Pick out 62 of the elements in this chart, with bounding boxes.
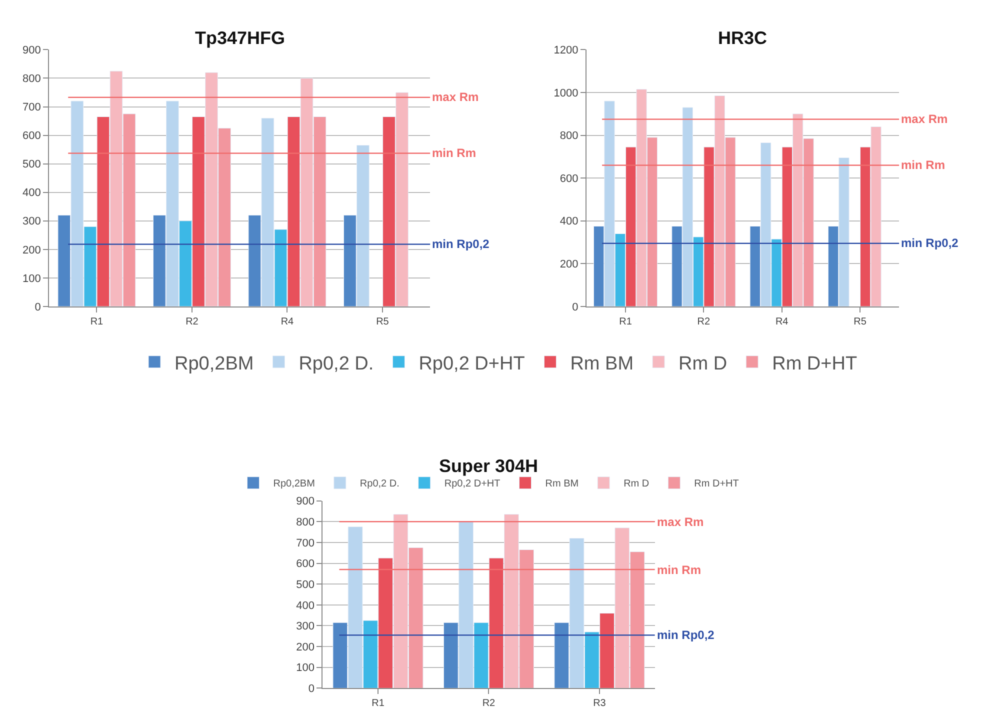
y-tick-label: 0 (34, 301, 41, 314)
ref-line-label: min Rp0,2 (432, 237, 490, 251)
x-tick-label: R4 (280, 316, 294, 328)
legend-label: Rp0,2BM (273, 478, 315, 490)
ref-line-label: min Rp0,2 (657, 628, 715, 642)
legend-label: Rm D+HT (694, 478, 739, 490)
y-tick-label: 600 (296, 558, 314, 570)
legend-label: Rm BM (570, 353, 634, 374)
y-tick-label: 200 (22, 244, 41, 256)
y-tick-label: 100 (296, 662, 314, 674)
y-tick-label: 0 (308, 683, 314, 696)
y-tick-label: 400 (560, 216, 578, 228)
y-tick-label: 200 (560, 258, 578, 271)
y-tick-label: 600 (22, 130, 41, 142)
y-tick-label: 500 (296, 578, 314, 591)
y-tick-label: 400 (22, 187, 41, 200)
ref-line-label: min Rm (901, 158, 946, 172)
x-tick-label: R5 (376, 316, 390, 328)
y-tick-label: 800 (296, 516, 314, 528)
x-tick-label: R1 (90, 316, 104, 328)
y-tick-label: 900 (22, 44, 41, 57)
ref-line-label: max Rm (901, 112, 948, 126)
y-tick-label: 700 (296, 537, 314, 550)
legend-label: Rp0,2 D. (360, 478, 400, 490)
legend-label: Rm D+HT (772, 353, 858, 374)
y-tick-label: 500 (22, 158, 41, 171)
legend-label: Rp0,2 D+HT (418, 353, 526, 374)
x-tick-label: R2 (186, 316, 199, 328)
y-tick-label: 700 (22, 102, 41, 114)
legend-label: Rm D (678, 353, 728, 374)
legend-label: Rp0,2 D+HT (444, 478, 500, 490)
x-tick-label: R5 (854, 316, 867, 328)
chart-title: HR3C (718, 28, 768, 48)
ref-line-label: min Rm (657, 563, 702, 577)
y-tick-label: 1200 (554, 44, 578, 57)
y-tick-label: 900 (296, 496, 314, 508)
x-tick-label: R4 (775, 316, 789, 328)
ref-line-label: max Rm (432, 90, 479, 104)
x-tick-label: R2 (482, 698, 496, 710)
legend-label: Rp0,2BM (174, 353, 254, 374)
y-tick-label: 600 (560, 172, 578, 185)
chart-title: Tp347HFG (195, 28, 286, 48)
y-tick-label: 200 (296, 641, 314, 654)
ref-line-label: min Rp0,2 (901, 236, 959, 250)
x-tick-label: R1 (619, 316, 632, 328)
y-tick-label: 100 (22, 272, 41, 285)
x-tick-label: R2 (697, 316, 710, 328)
y-tick-label: 0 (572, 301, 578, 314)
x-tick-label: R1 (372, 698, 385, 710)
y-tick-label: 300 (22, 216, 41, 228)
ref-line-label: max Rm (657, 515, 704, 529)
x-tick-label: R3 (593, 698, 606, 710)
legend-label: Rm BM (545, 478, 579, 490)
legend-label: Rm D (624, 478, 650, 490)
y-tick-label: 400 (296, 600, 314, 612)
y-tick-label: 300 (296, 620, 314, 633)
y-tick-label: 800 (22, 73, 41, 86)
legend-label: Rp0,2 D. (298, 353, 374, 374)
chart-title: Super 304H (439, 456, 538, 476)
ref-line-label: min Rm (432, 146, 476, 160)
y-tick-label: 1000 (554, 87, 578, 100)
y-tick-label: 800 (560, 130, 578, 142)
